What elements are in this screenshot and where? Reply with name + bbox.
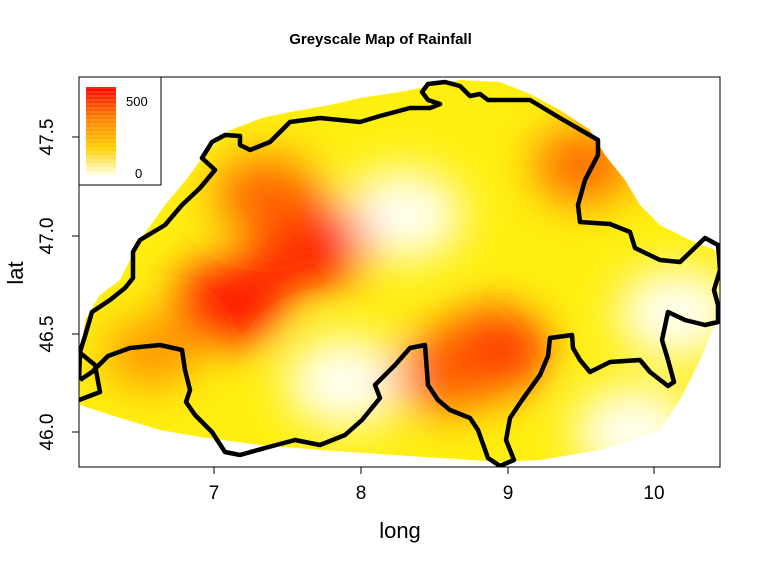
rainfall-lowspot-1	[285, 337, 406, 428]
rainfall-hotspot-4	[173, 260, 288, 347]
legend-color-scale	[86, 87, 116, 175]
x-axis-label: long	[379, 518, 421, 543]
rainfall-lowspot-3	[573, 386, 694, 462]
y-tick-label-46.5: 46.5	[37, 316, 58, 353]
x-tick-label-8: 8	[356, 483, 367, 504]
rainfall-surface	[79, 80, 720, 462]
x-tick-label-10: 10	[643, 483, 664, 504]
rainfall-hotspot-8	[392, 332, 500, 413]
y-axis: 46.0 46.5 47.0 47.5	[37, 119, 80, 451]
y-tick-label-47.5: 47.5	[37, 119, 58, 156]
y-axis-label: lat	[3, 261, 28, 285]
country-border	[79, 79, 720, 467]
y-tick-label-46.0: 46.0	[37, 414, 58, 451]
legend-label-max: 500	[126, 94, 148, 109]
rainfall-lowspot-0	[343, 169, 464, 260]
legend: 500 0	[78, 76, 162, 186]
x-tick-label-9: 9	[503, 483, 514, 504]
x-tick-label-7: 7	[209, 483, 220, 504]
y-tick-label-47.0: 47.0	[37, 218, 58, 255]
rainfall-lowspot-2	[616, 268, 720, 359]
chart-title: Greyscale Map of Rainfall	[289, 31, 472, 48]
legend-label-min: 0	[135, 166, 142, 181]
rainfall-hotspot-6	[214, 156, 318, 234]
x-axis: 7 8 9 10	[209, 466, 665, 504]
rainfall-hotspot-10	[105, 318, 197, 388]
